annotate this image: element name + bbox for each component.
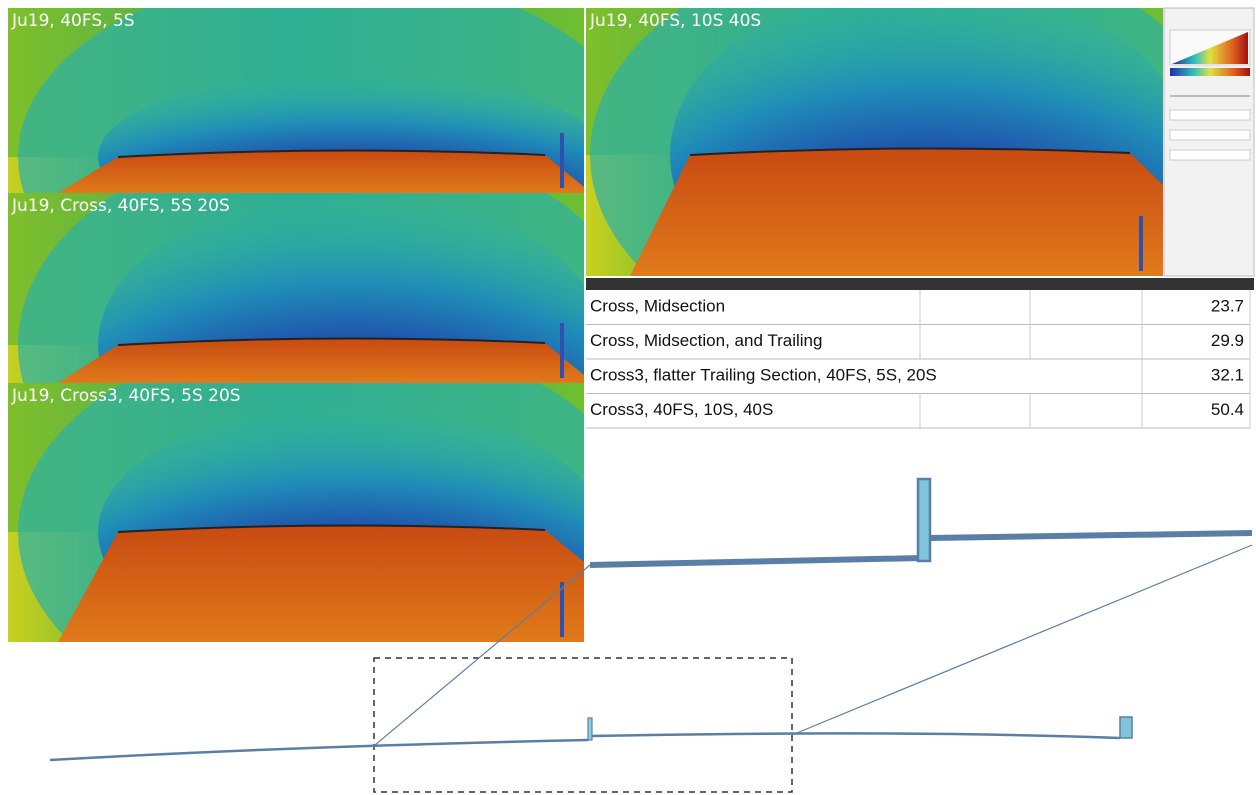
- row-value: 23.7: [1211, 297, 1244, 316]
- high-pressure: [630, 148, 1163, 276]
- row-value: 29.9: [1211, 331, 1244, 350]
- row-name: Cross, Midsection: [590, 297, 725, 316]
- row-value: 32.1: [1211, 366, 1244, 385]
- panel-label: Ju19, 40FS, 10S 40S: [589, 11, 761, 31]
- row-name: Cross, Midsection, and Trailing: [590, 331, 822, 350]
- zoom-box: [374, 658, 792, 792]
- profile: [50, 740, 588, 760]
- page: Ju19, 40FS, 5S Ju19, Cross, 40FS, 5S 20S J…: [0, 0, 1256, 795]
- zoom-line: [792, 545, 1252, 735]
- row-name: Cross3, 40FS, 10S, 40S: [590, 400, 773, 419]
- profile: [592, 733, 1120, 738]
- row-value: 50.4: [1211, 400, 1244, 419]
- zoomed-profile: [930, 533, 1252, 538]
- slot: [588, 718, 592, 740]
- row-name: Cross3, flatter Trailing Section, 40FS, …: [590, 366, 937, 385]
- toolbar: [586, 278, 1254, 290]
- sim-panel: Ju19, Cross3, 40FS, 5S 20S: [8, 333, 645, 731]
- zoomed-slot: [918, 479, 930, 561]
- results-table: Cross, Midsection 23.7 Cross, Midsection, …: [586, 278, 1254, 428]
- settings-panel: [1164, 8, 1254, 276]
- figure: Ju19, 40FS, 5S Ju19, Cross, 40FS, 5S 20S J…: [0, 0, 1256, 795]
- high-pressure: [58, 338, 584, 383]
- panel-label: Ju19, Cross3, 40FS, 5S 20S: [11, 386, 241, 406]
- panel-label: Ju19, Cross, 40FS, 5S 20S: [11, 196, 230, 216]
- trailing-block: [1120, 717, 1132, 738]
- mini-colorbar: [1139, 216, 1143, 271]
- mini-colorbar: [560, 323, 564, 378]
- high-pressure: [58, 525, 584, 642]
- zoomed-profile: [590, 558, 922, 565]
- panel-label: Ju19, 40FS, 5S: [11, 11, 135, 31]
- mini-colorbar: [560, 133, 564, 188]
